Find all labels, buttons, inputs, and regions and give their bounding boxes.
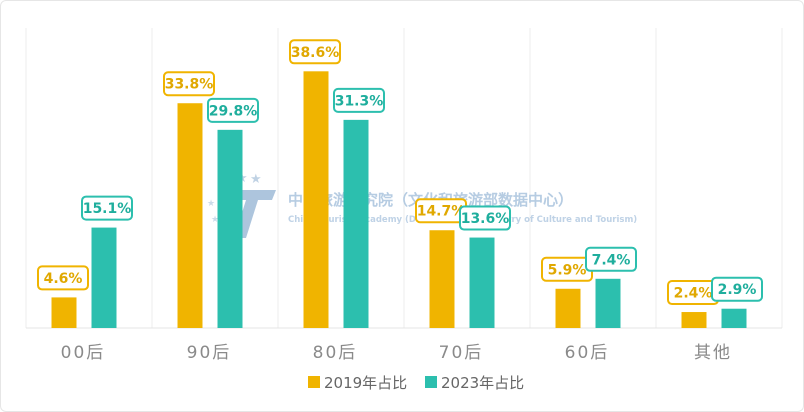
- value-label-text: 29.8%: [209, 103, 258, 119]
- value-label-text: 15.1%: [83, 201, 132, 217]
- value-label-box: [459, 205, 511, 231]
- bar-2019-5: [681, 312, 707, 328]
- value-label-text: 7.4%: [592, 252, 631, 268]
- value-label-box: [289, 39, 341, 65]
- legend-swatch-2023: [425, 376, 437, 388]
- value-label-text: 4.6%: [44, 271, 83, 287]
- value-label-2019-1: 33.8%: [163, 71, 215, 97]
- value-label-box: [163, 71, 215, 97]
- value-label-2019-2: 38.6%: [289, 39, 341, 65]
- x-tick-label-5: 其他: [694, 343, 732, 363]
- value-label-2023-1: 29.8%: [207, 97, 259, 123]
- value-label-box: [585, 246, 637, 272]
- legend: 2019年占比 2023年占比: [308, 374, 524, 392]
- x-axis: 00后 90后 80后 70后 60后 其他: [61, 343, 732, 363]
- value-label-2023-5: 2.9%: [711, 276, 763, 302]
- bar-2023-2: [343, 119, 369, 328]
- value-label-2023-0: 15.1%: [81, 195, 133, 221]
- x-tick-label-1: 90后: [187, 343, 232, 363]
- x-tick-label-2: 80后: [313, 343, 358, 363]
- value-label-box: [207, 97, 259, 123]
- value-label-box: [711, 276, 763, 302]
- bar-2023-5: [721, 308, 747, 328]
- legend-label-2019: 2019年占比: [324, 374, 407, 392]
- x-tick-label-0: 00后: [61, 343, 106, 363]
- grid-lines: [25, 28, 783, 329]
- bar-2023-3: [469, 237, 495, 328]
- value-labels: 4.6% 15.1% 33.8% 29.8% 38.6% 31.3% 14.7%13.6% 5…: [37, 39, 763, 306]
- watermark-star-icon: ★: [207, 199, 215, 209]
- watermark-star-icon: ★: [211, 215, 219, 225]
- value-label-2019-4: 5.9%: [541, 256, 593, 282]
- value-label-text: 2.9%: [718, 282, 757, 298]
- value-label-text: 5.9%: [548, 262, 587, 278]
- x-tick-label-3: 70后: [439, 343, 484, 363]
- x-tick-label-4: 60后: [565, 343, 610, 363]
- bar-2019-3: [429, 230, 455, 328]
- value-label-2019-5: 2.4%: [667, 280, 719, 306]
- value-label-text: 14.7%: [417, 204, 466, 220]
- value-label-2019-0: 4.6%: [37, 265, 89, 291]
- legend-swatch-2019: [308, 376, 320, 388]
- legend-label-2023: 2023年占比: [441, 374, 524, 392]
- bar-2023-0: [91, 227, 117, 328]
- value-label-text: 13.6%: [461, 211, 510, 227]
- bar-2019-0: [51, 297, 77, 328]
- value-label-2019-3: 14.7%: [415, 198, 467, 224]
- value-label-2023-4: 7.4%: [585, 246, 637, 272]
- bar-2019-2: [303, 71, 329, 328]
- value-label-box: [81, 195, 133, 221]
- bar-2023-4: [595, 278, 621, 328]
- value-label-text: 2.4%: [674, 286, 713, 302]
- bar-2023-1: [217, 129, 243, 328]
- value-label-2023-2: 31.3%: [333, 87, 385, 113]
- bars: [51, 71, 747, 328]
- watermark-star-icon: ★: [250, 172, 262, 187]
- value-label-2023-3: 13.6%: [459, 205, 511, 231]
- value-label-text: 38.6%: [291, 45, 340, 61]
- value-label-text: 31.3%: [335, 93, 384, 109]
- bar-2019-4: [555, 288, 581, 328]
- bar-2019-1: [177, 103, 203, 328]
- value-label-box: [333, 87, 385, 113]
- watermark-t-shape: [232, 190, 276, 238]
- value-label-text: 33.8%: [165, 77, 214, 93]
- value-label-box: [37, 265, 89, 291]
